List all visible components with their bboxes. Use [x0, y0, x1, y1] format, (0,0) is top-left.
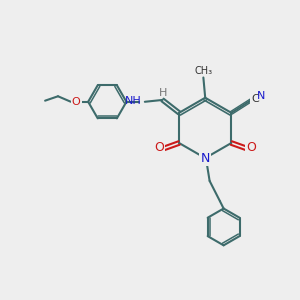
- Text: CH₃: CH₃: [194, 66, 212, 76]
- Text: C: C: [251, 94, 259, 104]
- Text: O: O: [72, 97, 80, 107]
- Text: N: N: [257, 91, 266, 101]
- Text: NH: NH: [124, 96, 141, 106]
- Text: O: O: [154, 141, 164, 154]
- Text: N: N: [200, 152, 210, 165]
- Text: O: O: [247, 141, 256, 154]
- Text: H: H: [159, 88, 167, 98]
